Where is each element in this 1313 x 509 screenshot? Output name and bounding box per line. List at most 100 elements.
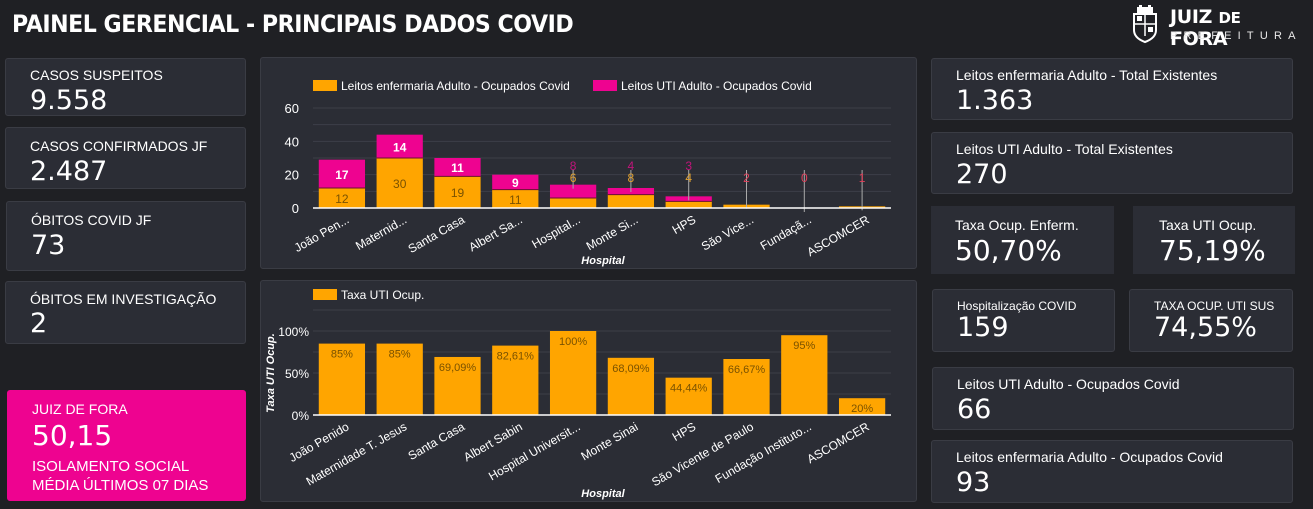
data-label: 95% xyxy=(793,340,815,352)
data-label-uti: 11 xyxy=(451,161,464,175)
bar-uti xyxy=(318,159,366,188)
bar-uti xyxy=(434,158,481,177)
legend-swatch-0 xyxy=(313,80,337,91)
kpi-uti-total: Leitos UTI Adulto - Total Existentes 270 xyxy=(931,132,1293,194)
y-tick-label: 0% xyxy=(292,409,310,423)
data-label: 100% xyxy=(559,336,587,348)
x-tick-label: Hospital... xyxy=(529,212,582,251)
leitos-ocupados-chart: Leitos enfermaria Adulto - Ocupados Covi… xyxy=(285,79,891,267)
legend-label-1: Leitos UTI Adulto - Ocupados Covid xyxy=(621,79,812,93)
isolamento-value: 50,15 xyxy=(32,419,113,452)
x-tick-label: Monte Si... xyxy=(584,212,641,253)
bar-taxa-uti xyxy=(492,345,539,415)
kpi-value: 2.487 xyxy=(30,156,108,187)
x-tick-label: HPS xyxy=(670,212,698,236)
data-label-enfermaria: 1 xyxy=(859,171,866,185)
kpi-value: 159 xyxy=(957,312,1009,343)
kpi-label: Taxa Ocup. Enferm. xyxy=(955,217,1079,233)
data-label-uti: 8 xyxy=(570,159,577,173)
x-axis-title: Hospital xyxy=(581,488,625,500)
kpi-label: CASOS CONFIRMADOS JF xyxy=(30,138,208,154)
bar-enfermaria xyxy=(492,189,539,208)
data-label: 82,61% xyxy=(497,351,535,363)
kpi-label: ÓBITOS EM INVESTIGAÇÃO xyxy=(30,291,217,307)
taxa-uti-chart: Taxa UTI Ocup.0%50%100%Taxa UTI Ocup. 85%… xyxy=(265,288,891,500)
x-tick-label: São Vice... xyxy=(699,212,756,253)
x-tick-label: ASCOMCER xyxy=(805,212,872,259)
legend-swatch-1 xyxy=(593,80,617,91)
legend-label-0: Taxa UTI Ocup. xyxy=(341,288,424,302)
data-label-enfermaria: 12 xyxy=(335,192,349,206)
kpi-label: ÓBITOS COVID JF xyxy=(31,212,152,228)
x-tick-label: Albert Sa... xyxy=(466,212,524,254)
bar-taxa-uti xyxy=(781,335,828,415)
data-label-enfermaria: 0 xyxy=(801,171,808,185)
kpi-value: 73 xyxy=(31,230,66,261)
kpi-uti-ocupados: Leitos UTI Adulto - Ocupados Covid 66 xyxy=(932,367,1294,430)
kpi-value: 93 xyxy=(956,467,991,498)
bar-taxa-uti xyxy=(665,377,712,415)
kpi-taxa-uti-sus: TAXA OCUP. UTI SUS 74,55% xyxy=(1129,289,1293,352)
kpi-label: Leitos enfermaria Adulto - Ocupados Covi… xyxy=(956,449,1223,465)
bar-taxa-uti xyxy=(838,398,886,415)
data-label-enfermaria: 4 xyxy=(685,171,692,185)
bar-enfermaria xyxy=(607,194,655,208)
bar-taxa-uti xyxy=(318,343,366,415)
kpi-value: 2 xyxy=(30,308,48,339)
bar-uti xyxy=(492,174,539,190)
x-tick-label: João Pen... xyxy=(292,212,352,254)
data-label: 85% xyxy=(389,349,411,361)
bar-taxa-uti xyxy=(549,331,597,415)
kpi-value: 66 xyxy=(957,394,992,425)
data-label-uti: 9 xyxy=(512,176,519,190)
isolamento-footer-line2: MÉDIA ÚLTIMOS 07 DIAS xyxy=(32,477,209,494)
kpi-value: 74,55% xyxy=(1154,312,1257,343)
y-tick-label: 40 xyxy=(285,134,299,149)
bar-enfermaria xyxy=(318,188,366,208)
bar-taxa-uti xyxy=(607,357,655,415)
kpi-enf-total: Leitos enfermaria Adulto - Total Existen… xyxy=(931,58,1293,120)
data-label-enfermaria: 6 xyxy=(570,171,577,185)
data-label-uti: 4 xyxy=(628,159,635,173)
logo-name-small: DE xyxy=(1218,9,1241,27)
legend-label-0: Leitos enfermaria Adulto - Ocupados Covi… xyxy=(341,79,570,93)
bar-uti xyxy=(376,134,423,158)
x-tick-label: Maternidade T. Jesus xyxy=(304,419,410,488)
isolamento-city-label: JUIZ DE FORA xyxy=(32,401,128,417)
data-label: 44,44% xyxy=(670,383,708,395)
x-tick-label: São Vicente de Paulo xyxy=(649,419,756,489)
logo-name-end: FORA xyxy=(1170,28,1228,50)
city-crest-icon xyxy=(1133,5,1157,44)
isolamento-social-card: JUIZ DE FORA 50,15 ISOLAMENTO SOCIAL MÉD… xyxy=(7,390,246,501)
kpi-value: 75,19% xyxy=(1159,234,1266,267)
x-tick-label: HPS xyxy=(670,419,698,443)
kpi-value: 9.558 xyxy=(30,85,108,116)
x-tick-label: Maternid... xyxy=(353,212,409,252)
data-label: 85% xyxy=(331,349,353,361)
isolamento-footer-line1: ISOLAMENTO SOCIAL xyxy=(32,458,190,475)
kpi-obitos-investigacao: ÓBITOS EM INVESTIGAÇÃO 2 xyxy=(5,281,246,344)
data-label-uti: 14 xyxy=(393,140,407,154)
kpi-casos-suspeitos: CASOS SUSPEITOS 9.558 xyxy=(5,58,246,116)
legend-swatch-0 xyxy=(313,289,337,300)
kpi-value: 270 xyxy=(956,159,1008,190)
y-tick-label: 20 xyxy=(285,168,299,183)
bar-taxa-uti xyxy=(723,358,770,415)
bar-enfermaria xyxy=(434,176,481,208)
y-tick-label: 0 xyxy=(292,201,299,216)
kpi-hospitalizacao: Hospitalização COVID 159 xyxy=(932,289,1115,352)
data-label: 68,09% xyxy=(612,363,650,375)
kpi-taxa-enf: Taxa Ocup. Enferm. 50,70% xyxy=(931,206,1114,274)
x-tick-label: ASCOMCER xyxy=(805,419,872,466)
kpi-label: TAXA OCUP. UTI SUS xyxy=(1154,299,1275,313)
page-title: PAINEL GERENCIAL - PRINCIPAIS DADOS COVI… xyxy=(12,10,574,38)
bar-enfermaria xyxy=(549,198,597,208)
y-tick-label: 50% xyxy=(285,367,309,381)
bar-taxa-uti xyxy=(434,356,481,415)
x-tick-label: Monte Sinai xyxy=(579,419,641,463)
y-tick-label: 100% xyxy=(278,325,309,339)
prefeitura-logo: JUIZ DE FORA PREFEITURA xyxy=(1130,4,1300,50)
data-label-enfermaria: 11 xyxy=(509,193,522,207)
leitos-ocupados-chart-panel: Leitos enfermaria Adulto - Ocupados Covi… xyxy=(260,57,917,269)
bar-enfermaria xyxy=(665,201,712,208)
